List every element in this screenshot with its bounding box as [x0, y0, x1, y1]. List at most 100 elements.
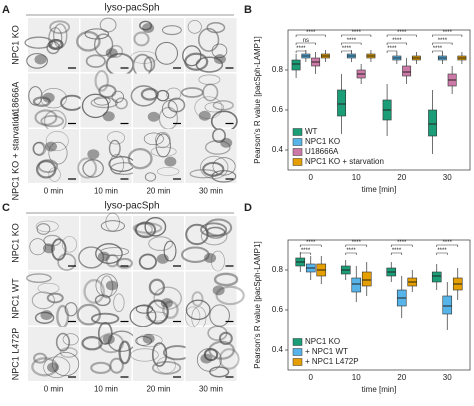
- cell: [151, 342, 168, 367]
- cell: [204, 102, 225, 113]
- cell: [81, 93, 110, 119]
- cell: [155, 41, 179, 65]
- cell: [57, 253, 77, 271]
- cell: [90, 361, 112, 375]
- significance-bracket: [341, 34, 372, 37]
- cell: [129, 304, 157, 328]
- significance-label: ****: [342, 46, 352, 52]
- cell: [218, 348, 240, 370]
- x-tick-label: 10: [352, 173, 361, 182]
- significance-label: ****: [443, 30, 453, 36]
- cell-dark: [147, 111, 160, 122]
- cell: [26, 273, 52, 284]
- cell: [144, 172, 157, 182]
- panel-label: C: [2, 202, 10, 214]
- cell: [111, 90, 124, 103]
- micrograph: [185, 18, 237, 72]
- significance-bracket: [436, 252, 448, 255]
- significance-bracket: [386, 50, 398, 53]
- cell: [185, 306, 201, 328]
- micrograph: [185, 271, 237, 326]
- significance-label: ns: [303, 38, 309, 44]
- cell-dark: [97, 251, 110, 262]
- column-label: 20 min: [146, 385, 170, 394]
- panel-label: A: [2, 4, 10, 16]
- cell-dark: [164, 156, 177, 167]
- legend-label: + NPC1 WT: [305, 347, 348, 356]
- y-tick-label: 0.8: [272, 265, 284, 274]
- cell: [33, 352, 48, 364]
- significance-label: ****: [397, 240, 407, 246]
- cell: [59, 347, 78, 358]
- cell-dark: [102, 111, 115, 122]
- cell-dark: [212, 285, 225, 296]
- cell: [202, 161, 225, 177]
- significance-bracket: [386, 34, 417, 37]
- significance-label: ****: [296, 46, 306, 52]
- significance-label: ****: [387, 46, 397, 52]
- cell-dark: [220, 137, 233, 148]
- significance-bracket: [295, 34, 326, 37]
- cell: [130, 85, 158, 107]
- cell: [196, 348, 222, 372]
- cell: [114, 97, 128, 110]
- cell: [64, 302, 78, 317]
- significance-label: ****: [433, 46, 443, 52]
- cell-dark: [213, 54, 226, 65]
- significance-label: ****: [392, 38, 402, 44]
- significance-label: ****: [346, 248, 356, 254]
- significance-label: ****: [347, 38, 357, 44]
- cell-dark: [105, 48, 118, 59]
- cell: [148, 278, 166, 296]
- legend-swatch: [292, 148, 303, 156]
- cell: [108, 139, 121, 158]
- x-axis-label: time [min]: [362, 385, 397, 394]
- cell: [212, 100, 234, 111]
- column-label: 30 min: [199, 187, 223, 196]
- cell: [146, 299, 169, 325]
- cell: [85, 54, 106, 68]
- y-tick-label: 0.8: [272, 65, 284, 74]
- cell: [206, 226, 226, 239]
- cell: [61, 236, 78, 253]
- significance-bracket: [299, 252, 312, 255]
- significance-bracket: [299, 244, 322, 247]
- micrograph: [185, 129, 237, 183]
- cell: [161, 25, 182, 36]
- cell: [166, 87, 182, 101]
- column-label: 10 min: [94, 187, 118, 196]
- cell: [99, 17, 117, 33]
- x-tick-label: 30: [443, 373, 452, 382]
- cell: [24, 36, 53, 49]
- cell: [148, 236, 174, 252]
- cell-dark: [87, 149, 100, 160]
- significance-label: ****: [306, 240, 316, 246]
- column-label: 10 min: [94, 385, 118, 394]
- y-axis-label: Pearson's R value [pacSph-LAMP1]: [253, 36, 262, 163]
- cell-dark: [42, 243, 55, 254]
- box: [442, 295, 453, 315]
- cell: [163, 240, 177, 262]
- cell: [180, 87, 204, 98]
- legend-swatch: [292, 128, 303, 136]
- x-tick-label: 20: [397, 173, 406, 182]
- cell-dark: [142, 333, 155, 344]
- significance-bracket: [341, 50, 352, 53]
- row-label: U18666A: [10, 82, 20, 120]
- legend-swatch: [292, 338, 303, 346]
- cell: [151, 360, 182, 375]
- cell: [97, 321, 113, 345]
- cell: [167, 97, 186, 113]
- significance-label: ****: [443, 240, 453, 246]
- cell: [40, 114, 65, 128]
- cell: [55, 332, 71, 352]
- cell: [48, 38, 64, 51]
- cell: [109, 357, 124, 374]
- cell-dark: [102, 334, 115, 345]
- cell: [26, 53, 48, 69]
- cell-dark: [160, 298, 173, 309]
- cell: [127, 147, 153, 170]
- y-tick-label: 0.4: [272, 345, 284, 354]
- cell: [130, 348, 159, 362]
- cell: [133, 31, 150, 47]
